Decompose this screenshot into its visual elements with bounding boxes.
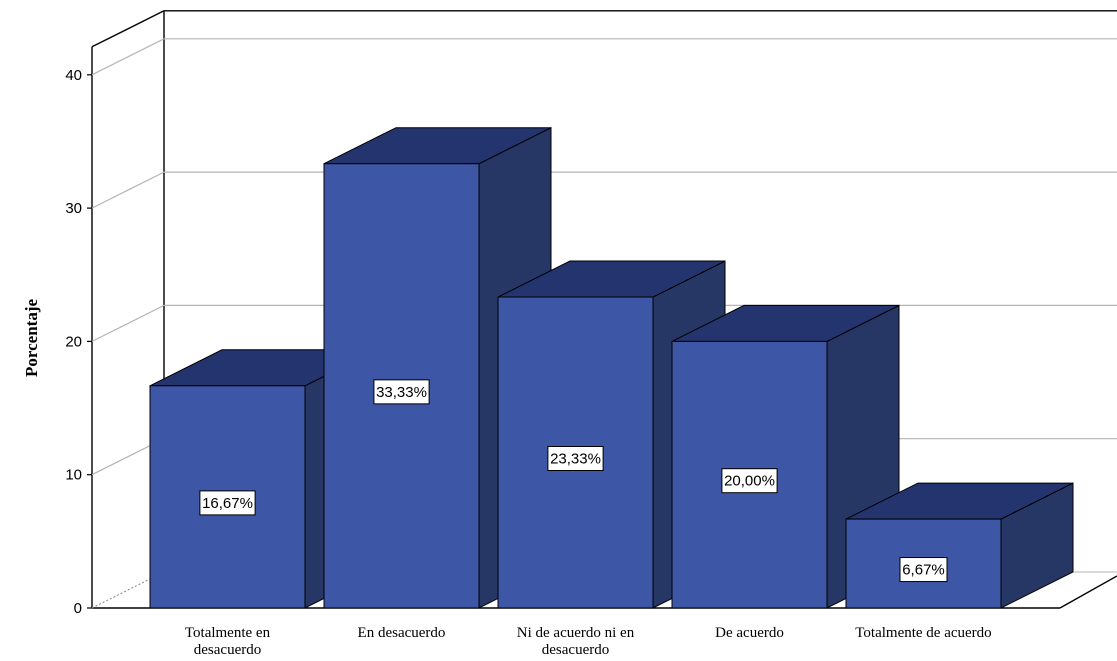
gridline-side [91, 38, 165, 76]
x-tick-label: desacuerdo [542, 642, 609, 658]
data-label: 16,67% [202, 495, 253, 512]
gridline-side [91, 304, 165, 342]
data-label: 20,00% [724, 473, 775, 490]
floor-right-edge [1059, 575, 1117, 609]
x-tick-label: desacuerdo [194, 642, 261, 658]
data-label-box [547, 446, 604, 472]
x-tick-label: Ni de acuerdo ni en [517, 625, 635, 641]
data-label-box [721, 468, 778, 494]
gridline-side [91, 171, 165, 209]
x-tick-label: En desacuerdo [358, 625, 446, 641]
y-tick-label: 0 [74, 600, 82, 617]
x-tick-label: Totalmente en [185, 625, 271, 641]
side-wall-top-edge [91, 10, 165, 48]
y-axis: 0 10 20 30 40 [65, 67, 92, 617]
y-axis-label: Porcentaje [22, 299, 41, 377]
x-tick-label: De acuerdo [715, 625, 784, 641]
floor-left-edge [91, 571, 165, 609]
y-tick-label: 30 [65, 200, 82, 217]
data-label: 6,67% [902, 562, 945, 579]
data-labels: 16,67% 33,33% 23,33% 20,00% 6,67% [199, 379, 948, 583]
x-tick-label: Totalmente de acuerdo [855, 625, 991, 641]
y-tick-label: 20 [65, 333, 82, 350]
y-tick-label: 40 [65, 67, 82, 84]
data-label: 33,33% [376, 384, 427, 401]
bars [149, 126, 1074, 609]
data-label-box [373, 379, 430, 405]
data-label-box [199, 490, 256, 516]
data-label: 23,33% [550, 451, 601, 468]
data-label-box [899, 557, 948, 583]
y-tick-label: 10 [65, 467, 82, 484]
